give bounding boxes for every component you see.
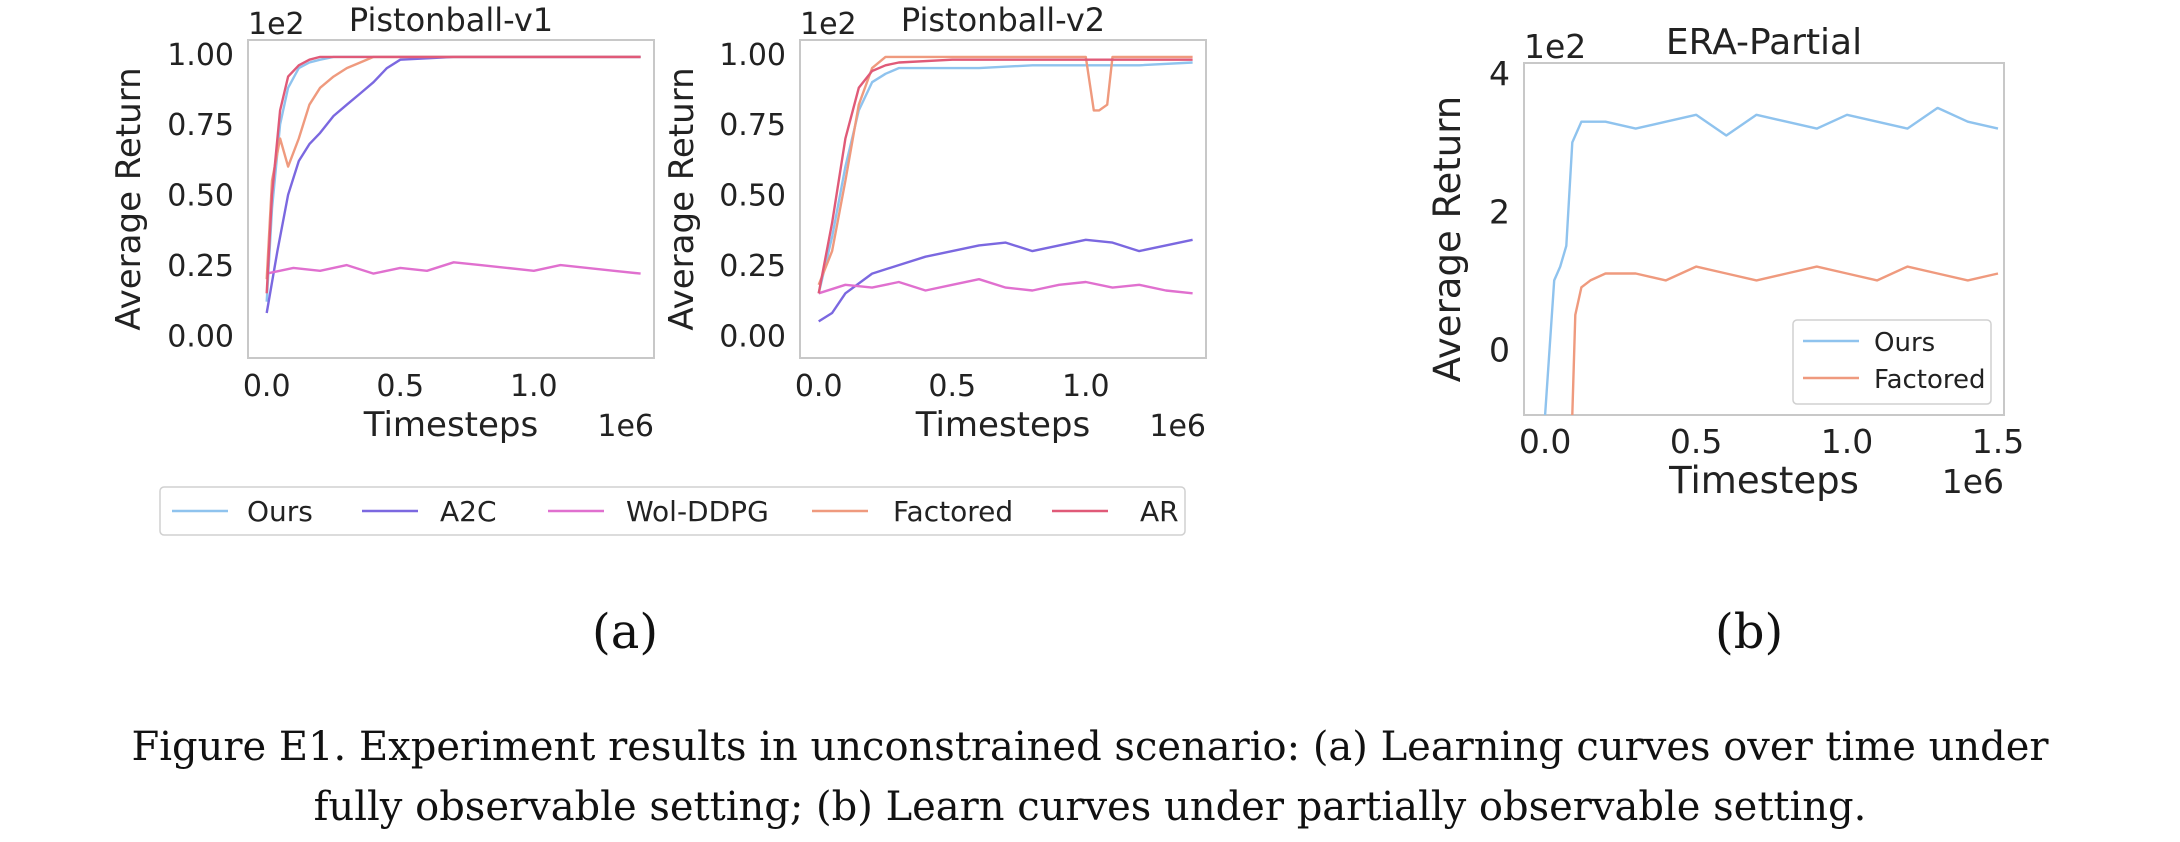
series-line-factored bbox=[265, 55, 641, 280]
y-offset-label: 1e2 bbox=[800, 7, 857, 42]
y-tick-label: 0.75 bbox=[719, 108, 786, 143]
y-axis-label: Average Return bbox=[662, 67, 702, 330]
y-axis-label: Average Return bbox=[109, 67, 149, 330]
y-tick-label: 0.00 bbox=[719, 319, 786, 354]
chart-title: Pistonball-v1 bbox=[349, 1, 553, 39]
y-tick-label: 4 bbox=[1489, 54, 1510, 93]
legend-label-ours: Ours bbox=[1874, 328, 1935, 358]
y-tick-label: 0 bbox=[1489, 330, 1510, 369]
subcaption-a: (a) bbox=[592, 604, 659, 660]
subcaption-b: (b) bbox=[1715, 604, 1784, 660]
y-tick-label: 0.25 bbox=[167, 249, 234, 284]
x-tick-label: 0.0 bbox=[243, 369, 291, 404]
y-tick-label: 0.25 bbox=[719, 249, 786, 284]
y-offset-label: 1e2 bbox=[248, 7, 305, 42]
plot-frame bbox=[247, 39, 655, 359]
y-tick-label: 0.50 bbox=[167, 179, 234, 214]
x-axis-label: Timesteps bbox=[363, 405, 538, 445]
x-offset-label: 1e6 bbox=[1942, 462, 2004, 501]
figure-caption-line1: Figure E1. Experiment results in unconst… bbox=[131, 724, 2049, 770]
legend-a: Ours A2C Wol-DDPG Factored AR bbox=[159, 486, 1186, 536]
x-tick-label: 1.0 bbox=[1062, 369, 1110, 404]
series-line-a2c bbox=[265, 55, 641, 314]
x-tick-label: 0.5 bbox=[376, 369, 424, 404]
y-tick-label: 2 bbox=[1489, 192, 1510, 231]
x-tick-label: 0.5 bbox=[1670, 422, 1722, 461]
legend-label-wol-ddpg: Wol-DDPG bbox=[626, 495, 769, 528]
legend-label-ours: Ours bbox=[247, 495, 313, 528]
x-tick-label: 1.0 bbox=[510, 369, 558, 404]
legend-label-ar: AR bbox=[1140, 495, 1179, 528]
series-line-wol-ddpg bbox=[266, 261, 641, 275]
x-tick-label: 0.0 bbox=[1519, 422, 1571, 461]
legend-frame bbox=[159, 486, 1186, 536]
series-line-factored bbox=[817, 55, 1193, 286]
x-axis-label: Timesteps bbox=[1668, 459, 1859, 502]
plot-era-partial: ERA-Partial 1e2 1e6 0 2 4 0.0 0.5 1.0 1.5 Timestep… bbox=[1426, 22, 2024, 502]
series-line-ours bbox=[817, 61, 1193, 294]
y-axis-label: Average Return bbox=[1426, 96, 1469, 382]
y-tick-label: 0.75 bbox=[167, 108, 234, 143]
y-tick-label: 1.00 bbox=[719, 38, 786, 73]
x-tick-label: 1.0 bbox=[1821, 422, 1873, 461]
x-tick-label: 0.5 bbox=[928, 369, 976, 404]
series-line-ours bbox=[1543, 106, 1999, 415]
plot-pistonball-v1: Pistonball-v1 1e2 1e6 0.00 0.25 0.50 0.75 1.00 0… bbox=[109, 1, 655, 445]
legend-b: Ours Factored bbox=[1792, 319, 1992, 405]
y-tick-label: 0.50 bbox=[719, 179, 786, 214]
x-tick-label: 1.5 bbox=[1972, 422, 2024, 461]
chart-title: Pistonball-v2 bbox=[901, 1, 1105, 39]
series-line-wol-ddpg bbox=[818, 278, 1193, 295]
series-line-a2c bbox=[818, 238, 1193, 323]
series-line-factored bbox=[1571, 265, 1999, 415]
figure-caption-line2: fully observable setting; (b) Learn curv… bbox=[313, 784, 1867, 830]
legend-label-a2c: A2C bbox=[440, 495, 497, 528]
series-line-ar bbox=[265, 55, 641, 294]
x-tick-label: 0.0 bbox=[795, 369, 843, 404]
y-offset-label: 1e2 bbox=[1524, 27, 1586, 66]
legend-label-factored: Factored bbox=[893, 495, 1013, 528]
plot-frame bbox=[1523, 62, 2005, 416]
x-offset-label: 1e6 bbox=[597, 409, 654, 444]
y-tick-label: 1.00 bbox=[167, 38, 234, 73]
plot-frame bbox=[799, 39, 1207, 359]
series-line-ours bbox=[265, 55, 641, 302]
series-line-ar bbox=[817, 58, 1193, 294]
x-axis-label: Timesteps bbox=[915, 405, 1090, 445]
y-tick-label: 0.00 bbox=[167, 319, 234, 354]
chart-title: ERA-Partial bbox=[1666, 22, 1862, 63]
x-offset-label: 1e6 bbox=[1149, 409, 1206, 444]
plot-pistonball-v2: Pistonball-v2 1e2 1e6 0.00 0.25 0.50 0.75 1.00 0… bbox=[662, 1, 1207, 445]
legend-label-factored: Factored bbox=[1874, 365, 1986, 395]
